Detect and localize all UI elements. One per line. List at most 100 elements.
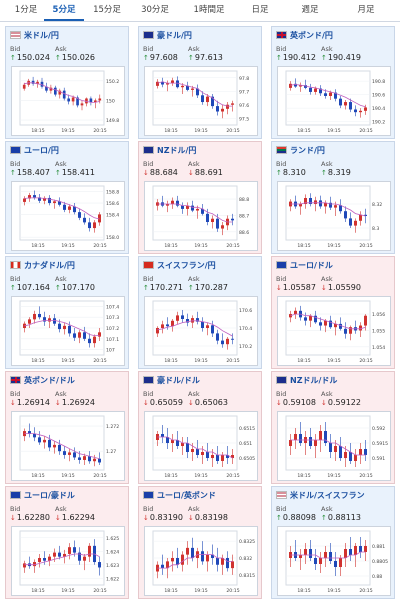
- candlestick-chart[interactable]: 1.625 1.624 1.623 1.622 18:15 19:15 20:15: [11, 526, 125, 596]
- currency-panel[interactable]: NZドル/ドル Bid Ask ↓0.59108 ↓0.59122 0.592 0.5915…: [271, 371, 395, 484]
- candlestick-chart[interactable]: 158.8 158.6 158.4 158.0 18:15 19:15 20:15: [11, 181, 125, 251]
- candle-body: [206, 554, 209, 562]
- candle-body: [289, 440, 292, 446]
- currency-panel[interactable]: ユーロ/英ポンド Bid Ask ↓0.83190 ↓0.83198 0.8325 0.83…: [138, 486, 262, 599]
- candlestick-chart[interactable]: 150.2 150 149.8 18:15 19:15 20:15: [11, 66, 125, 136]
- candle-body: [216, 333, 219, 341]
- y-tick-label: 170.6: [239, 308, 252, 314]
- x-tick-label: 19:15: [61, 358, 74, 364]
- y-tick-label: 0.6505: [239, 456, 255, 462]
- tab-1[interactable]: 5分足: [44, 0, 84, 21]
- candlestick-chart[interactable]: 1.272 1.27 18:15 19:15 20:15: [11, 411, 125, 481]
- currency-panel[interactable]: スイスフラン/円 Bid Ask ↑170.271 ↑170.287 170.6 170.4…: [138, 256, 262, 369]
- candle-body: [364, 107, 367, 111]
- ask-price: 107.170: [61, 283, 95, 292]
- currency-panel[interactable]: 豪ドル/ドル Bid Ask ↓0.65059 ↓0.65063 0.6515 0.651 0…: [138, 371, 262, 484]
- candlestick-chart[interactable]: 0.881 0.8805 0.88 18:15 19:15 20:15: [277, 526, 391, 596]
- plot-area: [152, 185, 238, 241]
- currency-pair-title[interactable]: ユーロ/英ポンド: [143, 490, 216, 504]
- currency-pair-title[interactable]: スイスフラン/円: [143, 260, 216, 274]
- tab-3[interactable]: 30分足: [141, 5, 169, 15]
- candlestick-chart[interactable]: 1.056 1.055 1.054 18:15 19:15 20:15: [277, 296, 391, 366]
- chart-svg: 170.6 170.4 170.2 18:15 19:15 20:15: [152, 300, 252, 364]
- bid-value: ↓0.65059: [143, 398, 183, 407]
- candle-body: [38, 558, 41, 563]
- currency-pair-title[interactable]: 米ドル/スイスフラン: [276, 490, 365, 504]
- currency-panel[interactable]: ランド/円 Bid Ask ↑8.310 ↑8.319 8.32 8.3 18:15 19:15…: [271, 141, 395, 254]
- currency-panel[interactable]: 豪ドル/円 Bid Ask ↑97.608 ↑97.613 97.8 97.7 97.6 97.…: [138, 26, 262, 139]
- country-flag-icon: [10, 261, 21, 269]
- candle-body: [339, 323, 342, 329]
- tab-5[interactable]: 日足: [251, 5, 269, 15]
- country-flag-icon: [10, 146, 21, 154]
- currency-panel[interactable]: ユーロ/円 Bid Ask ↑158.407 ↑158.411 158.8 158.6 158…: [5, 141, 129, 254]
- candlestick-chart[interactable]: 190.8 190.6 190.4 190.2 18:15 19:15 20:15: [277, 66, 391, 136]
- tab-7[interactable]: 月足: [357, 5, 375, 15]
- currency-pair-title[interactable]: 豪ドル/ドル: [143, 375, 200, 389]
- ask-label: Ask: [55, 275, 67, 283]
- candle-body: [211, 218, 214, 222]
- currency-panel[interactable]: 英ポンド/ドル Bid Ask ↓1.26914 ↓1.26924 1.272 1.27 18…: [5, 371, 129, 484]
- currency-pair-title[interactable]: 米ドル/円: [10, 30, 59, 44]
- currency-pair-title[interactable]: カナダドル/円: [10, 260, 75, 274]
- candlestick-chart[interactable]: 0.8325 0.832 0.8315 18:15 19:15 20:15: [144, 526, 258, 596]
- y-tick-label: 190.8: [372, 79, 385, 85]
- candlestick-chart[interactable]: 97.8 97.7 97.6 97.5 18:15 19:15 20:15: [144, 66, 258, 136]
- candle-body: [196, 208, 199, 211]
- currency-panel[interactable]: ユーロ/豪ドル Bid Ask ↓1.62280 ↓1.62294 1.625 1.624 1…: [5, 486, 129, 599]
- candle-body: [349, 452, 352, 461]
- ask-label: Ask: [321, 160, 333, 168]
- candle-body: [319, 200, 322, 207]
- bid-value: ↑170.271: [143, 283, 183, 292]
- currency-pair-title[interactable]: ユーロ/ドル: [276, 260, 333, 274]
- currency-panel[interactable]: 米ドル/スイスフラン Bid Ask ↑0.88098 ↑0.88113 0.881 0.8…: [271, 486, 395, 599]
- candlestick-chart[interactable]: 107.4 107.3 107.2 107.1 107 18:15 19:15 20:15: [11, 296, 125, 366]
- candle-body: [43, 558, 46, 561]
- bid-label: Bid: [276, 505, 287, 513]
- moving-average-line: [157, 554, 233, 569]
- currency-panel[interactable]: ユーロ/ドル Bid Ask ↓1.05587 ↓1.05590 1.056 1.055 1.…: [271, 256, 395, 369]
- candle-body: [354, 455, 357, 461]
- candle-body: [231, 218, 234, 221]
- candle-body: [354, 546, 357, 555]
- x-tick-label: 19:15: [327, 473, 340, 479]
- currency-pair-title[interactable]: ユーロ/豪ドル: [10, 490, 75, 504]
- tab-2[interactable]: 15分足: [93, 5, 121, 15]
- tab-6[interactable]: 週足: [301, 5, 319, 15]
- tab-0[interactable]: 1分足: [14, 5, 38, 15]
- currency-pair-title[interactable]: 英ポンド/ドル: [10, 375, 75, 389]
- currency-pair-title[interactable]: ランド/円: [276, 145, 325, 159]
- x-tick-label: 18:15: [164, 588, 177, 594]
- currency-panel[interactable]: 英ポンド/円 Bid Ask ↑190.412 ↑190.419 190.8 190.6 19…: [271, 26, 395, 139]
- arrow-up-icon: ↑: [276, 54, 282, 62]
- bid-label: Bid: [10, 390, 21, 398]
- x-tick-label: 18:15: [297, 243, 310, 249]
- chart-svg: 0.8325 0.832 0.8315 18:15 19:15 20:15: [152, 530, 255, 594]
- currency-pair-title[interactable]: NZドル/ドル: [276, 375, 337, 389]
- bid-price: 1.05587: [282, 283, 316, 292]
- currency-panel[interactable]: NZドル/円 Bid Ask ↓88.684 ↓88.691 88.8 88.7 88.6 18…: [138, 141, 262, 254]
- ask-price: 1.26924: [61, 398, 95, 407]
- candlestick-chart[interactable]: 0.592 0.5915 0.591 18:15 19:15 20:15: [277, 411, 391, 481]
- candle-body: [211, 325, 214, 334]
- candlestick-chart[interactable]: 0.6515 0.651 0.6505 18:15 19:15 20:15: [144, 411, 258, 481]
- currency-pair-title[interactable]: 豪ドル/円: [143, 30, 192, 44]
- tab-4[interactable]: 1時間足: [193, 5, 225, 15]
- candle-body: [33, 313, 36, 320]
- candle-body: [171, 200, 174, 204]
- currency-pair-title[interactable]: NZドル/円: [143, 145, 196, 159]
- currency-pair-title[interactable]: 英ポンド/円: [276, 30, 333, 44]
- candlestick-chart[interactable]: 8.32 8.3 18:15 19:15 20:15: [277, 181, 391, 251]
- candle-body: [294, 83, 297, 87]
- candlestick-chart[interactable]: 170.6 170.4 170.2 18:15 19:15 20:15: [144, 296, 258, 366]
- currency-panel[interactable]: 米ドル/円 Bid Ask ↑150.024 ↑150.026 150.2 150 149.8…: [5, 26, 129, 139]
- candlestick-chart[interactable]: 88.8 88.7 88.6 18:15 19:15 20:15: [144, 181, 258, 251]
- candle-body: [33, 433, 36, 438]
- currency-pair-title[interactable]: ユーロ/円: [10, 145, 59, 159]
- candle-body: [216, 106, 219, 112]
- candle-body: [166, 561, 169, 569]
- x-tick-label: 18:15: [164, 128, 177, 134]
- currency-panel[interactable]: カナダドル/円 Bid Ask ↑107.164 ↑107.170 107.4 107.3 1…: [5, 256, 129, 369]
- candle-body: [191, 547, 194, 558]
- candle-body: [221, 225, 224, 229]
